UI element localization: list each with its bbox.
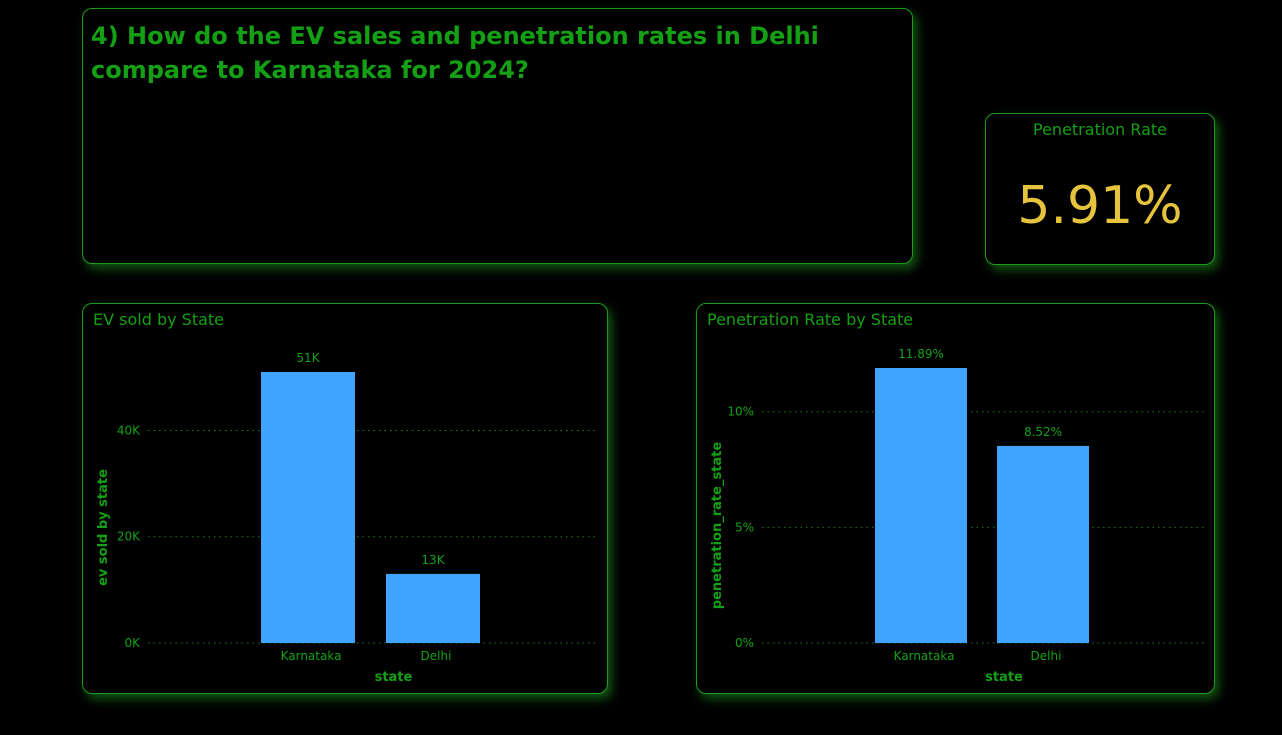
x-tick-label: Karnataka [281,649,342,663]
chart-title: EV sold by State [93,310,225,329]
data-label: 51K [296,351,320,365]
y-tick-label: 0% [735,636,754,650]
x-tick-label: Karnataka [894,649,955,663]
y-tick-label: 0K [124,636,141,650]
kpi-value: 5.91% [1017,176,1183,236]
x-tick-label: Delhi [421,649,452,663]
y-axis-title: ev sold by state [96,469,111,586]
data-label: 11.89% [898,347,944,361]
y-axis-title: penetration_rate_state [710,442,725,610]
question-panel: 4) How do the EV sales and penetration r… [82,8,913,264]
bar-delhi [997,445,1089,643]
bar-karnataka [261,372,355,643]
y-tick-label: 10% [727,405,754,419]
ev-sold-chart-svg: 0K 20K 40K 51K Karnataka 13K Delhi state ev sold… [96,351,599,685]
penetration-rate-card: Penetration Rate 5.91% [985,113,1215,265]
question-text: 4) How do the EV sales and penetration r… [91,22,819,84]
ev-sold-by-state-chart: EV sold by State 0K 20K 40K 51K Karnataka 13K… [82,303,608,694]
y-tick-label: 20K [117,530,141,544]
bar-delhi [386,573,480,643]
x-tick-label: Delhi [1031,649,1062,663]
data-label: 13K [421,553,445,567]
x-axis-title: state [985,670,1023,685]
penetration-rate-by-state-chart: Penetration Rate by State 0% 5% 10% 11.89% K… [696,303,1215,694]
y-tick-label: 5% [735,520,754,534]
bar-karnataka [875,368,967,643]
penetration-rate-chart-svg: 0% 5% 10% 11.89% Karnataka 8.52% Delhi state pen… [710,347,1206,685]
kpi-title: Penetration Rate [1033,120,1167,139]
chart-title: Penetration Rate by State [707,310,914,329]
y-tick-label: 40K [117,423,141,437]
x-axis-title: state [375,670,413,685]
data-label: 8.52% [1024,425,1062,439]
